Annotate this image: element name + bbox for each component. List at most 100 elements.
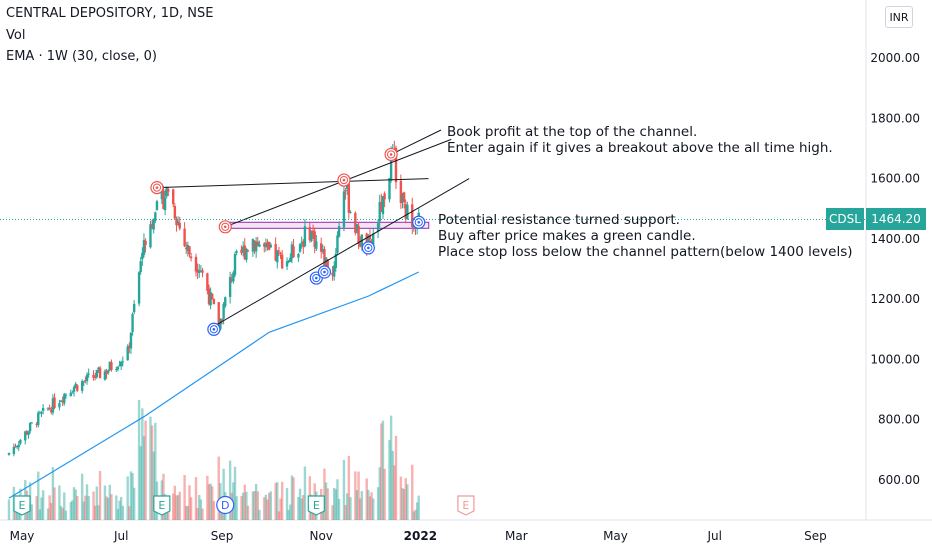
candle-body xyxy=(162,190,165,209)
candles xyxy=(7,140,420,457)
candle-body xyxy=(28,423,32,432)
volume-bar xyxy=(323,468,326,520)
volume-bar xyxy=(222,468,225,520)
volume-bar xyxy=(209,483,212,520)
volume-bar xyxy=(51,467,55,520)
volume-bar xyxy=(376,487,380,520)
event-badge-shape xyxy=(153,495,171,516)
candle-body xyxy=(256,241,259,246)
time-tick-label: Mar xyxy=(505,529,528,543)
volume-bars xyxy=(7,400,420,520)
volume-bar xyxy=(199,499,203,520)
volume-bar xyxy=(59,505,63,520)
volume-bar xyxy=(211,486,214,520)
annotation-top-line1: Book profit at the top of the channel. xyxy=(447,124,698,140)
price-tick-label: 800.00 xyxy=(878,413,920,427)
candle-body xyxy=(251,239,255,252)
event-badge-label: E xyxy=(158,499,165,512)
volume-bar xyxy=(217,456,220,520)
volume-bar xyxy=(196,508,199,520)
candle-body xyxy=(63,394,66,404)
candle-body xyxy=(17,444,20,448)
volume-bar xyxy=(276,482,279,520)
volume-bar xyxy=(326,488,329,520)
candle-body xyxy=(40,412,43,414)
candle-body xyxy=(30,422,33,424)
volume-bar xyxy=(235,496,238,520)
time-tick-label: Jul xyxy=(706,529,721,543)
volume-bar xyxy=(152,451,155,520)
trough-marker xyxy=(317,265,332,279)
volume-bar xyxy=(97,505,100,520)
volume-bar xyxy=(63,492,66,520)
volume-bar xyxy=(300,498,303,520)
volume-bar xyxy=(253,490,256,520)
volume-bar xyxy=(415,502,419,520)
volume-bar xyxy=(332,487,336,520)
candle-body xyxy=(178,222,181,229)
candle-body xyxy=(71,392,74,394)
candle-body xyxy=(50,409,53,413)
volume-bar xyxy=(30,504,33,520)
volume-bar xyxy=(92,491,95,520)
volume-bar xyxy=(303,466,307,520)
time-tick-label: Sep xyxy=(804,529,827,543)
volume-bar xyxy=(212,501,216,520)
candle-body xyxy=(230,278,233,281)
volume-bar xyxy=(80,473,84,520)
volume-bar xyxy=(228,460,232,520)
candle-body xyxy=(119,361,123,367)
candle-body xyxy=(349,212,352,214)
candle-body xyxy=(128,345,131,348)
event-badge-d: D xyxy=(216,495,235,515)
volume-bar xyxy=(115,495,118,520)
candle-body xyxy=(69,392,72,397)
volume-bar xyxy=(258,509,261,520)
volume-bar xyxy=(285,488,289,520)
volume-bar xyxy=(240,496,243,520)
candle-body xyxy=(76,385,79,391)
candle-body xyxy=(228,277,232,297)
volume-bar xyxy=(411,464,414,520)
candle-body xyxy=(313,231,316,248)
event-badge-e: E xyxy=(153,495,171,516)
volume-bar xyxy=(394,435,398,520)
candle-body xyxy=(332,265,336,277)
volume-bar xyxy=(178,491,181,520)
volume-bar xyxy=(128,506,131,520)
candle-body xyxy=(381,196,385,215)
candle-body xyxy=(163,197,167,211)
volume-bar xyxy=(354,471,357,520)
trough-marker xyxy=(412,215,426,229)
volume-bar xyxy=(324,482,328,520)
volume-bar xyxy=(183,475,186,520)
candle-body xyxy=(401,194,404,202)
volume-bar xyxy=(48,495,51,520)
candle-body xyxy=(149,224,152,248)
marker-ring-inner xyxy=(414,218,423,227)
candle-body xyxy=(285,261,289,267)
volume-bar xyxy=(355,490,359,520)
price-tick-label: 1000.00 xyxy=(870,352,920,366)
volume-bar xyxy=(58,485,61,520)
volume-bar xyxy=(241,492,245,520)
candle-body xyxy=(263,243,266,247)
candle-body xyxy=(287,260,290,263)
volume-bar xyxy=(35,496,38,520)
volume-bar xyxy=(74,489,77,520)
volume-bar xyxy=(406,484,409,520)
pivot-markers xyxy=(150,147,426,336)
volume-bar xyxy=(71,500,74,520)
time-tick-label: Sep xyxy=(211,529,234,543)
volume-bar xyxy=(280,481,284,520)
candle-body xyxy=(80,381,84,391)
candle-body xyxy=(326,259,329,272)
marker-dot xyxy=(389,153,393,156)
candle-body xyxy=(399,180,403,204)
peak-marker xyxy=(384,147,398,162)
candle-body xyxy=(82,381,85,383)
marker-ring-inner xyxy=(339,175,349,185)
candle-body xyxy=(311,230,315,234)
currency-button[interactable]: INR xyxy=(885,6,913,28)
